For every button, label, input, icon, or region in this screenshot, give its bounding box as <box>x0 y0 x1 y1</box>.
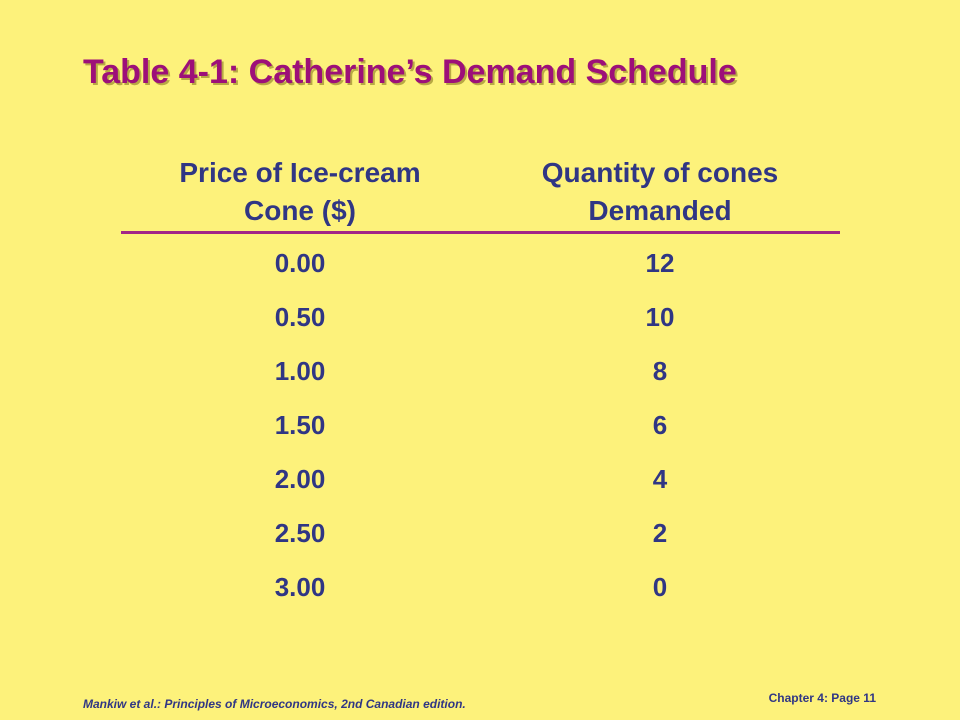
table-row: 0.00 12 <box>0 241 960 295</box>
price-header-line-1: Price of Ice-cream <box>179 157 421 188</box>
header-divider <box>121 231 840 234</box>
table-row: 0.50 10 <box>0 295 960 349</box>
slide-title: Table 4-1: Catherine’s Demand Schedule <box>83 53 737 91</box>
demand-schedule-table: 0.00 12 0.50 10 1.00 8 1.50 6 2.00 4 2.5… <box>0 241 960 619</box>
quantity-cell: 6 <box>652 410 668 440</box>
quantity-cell: 8 <box>652 356 668 386</box>
quantity-cell: 10 <box>645 302 675 332</box>
table-row: 2.00 4 <box>0 457 960 511</box>
quantity-cell: 2 <box>652 518 668 548</box>
price-header-line-2: Cone ($) <box>244 195 356 226</box>
price-cell: 2.00 <box>274 464 326 494</box>
price-cell: 0.50 <box>274 302 326 332</box>
quantity-cell: 12 <box>645 248 675 278</box>
footer-citation: Mankiw et al.: Principles of Microeconom… <box>83 697 466 711</box>
footer-page-number: Chapter 4: Page 11 <box>768 691 876 705</box>
quantity-header-line-1: Quantity of cones <box>541 157 779 188</box>
quantity-cell: 4 <box>652 464 668 494</box>
quantity-column-header: Quantity of cones Demanded <box>490 154 830 230</box>
price-cell: 3.00 <box>274 572 326 602</box>
table-row: 2.50 2 <box>0 511 960 565</box>
price-cell: 1.00 <box>274 356 326 386</box>
price-cell: 1.50 <box>274 410 326 440</box>
table-row: 1.50 6 <box>0 403 960 457</box>
price-cell: 0.00 <box>274 248 326 278</box>
table-row: 3.00 0 <box>0 565 960 619</box>
table-row: 1.00 8 <box>0 349 960 403</box>
quantity-header-line-2: Demanded <box>588 195 732 226</box>
price-column-header: Price of Ice-cream Cone ($) <box>130 154 470 230</box>
price-cell: 2.50 <box>274 518 326 548</box>
quantity-cell: 0 <box>652 572 668 602</box>
